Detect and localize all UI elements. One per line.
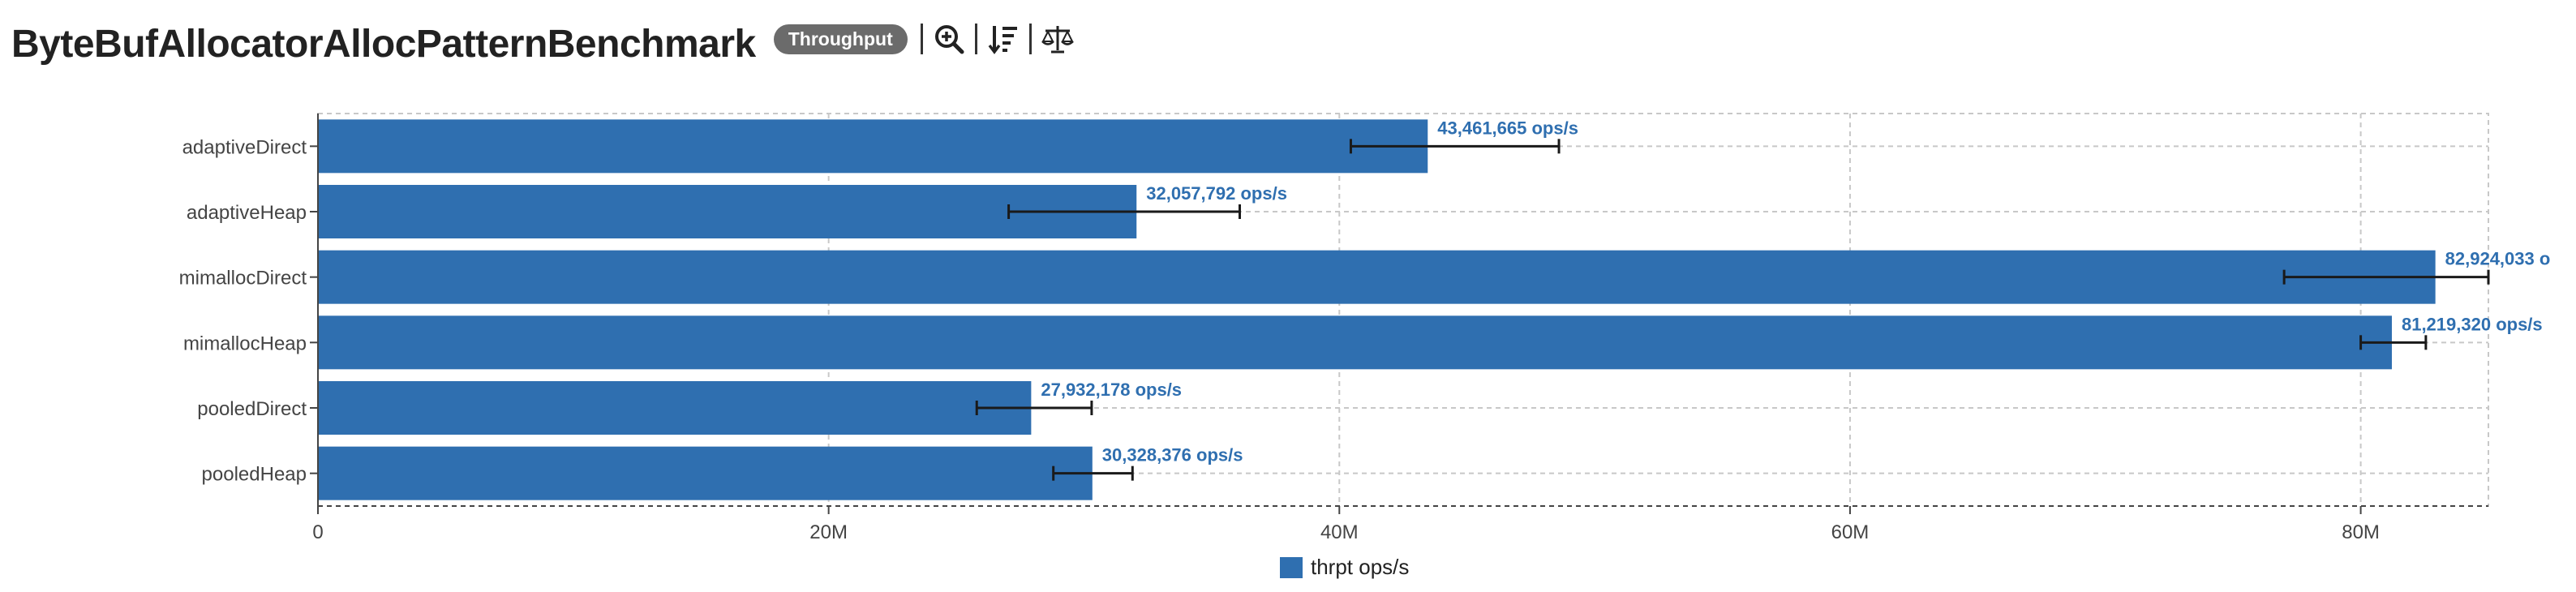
bar: [318, 185, 1137, 238]
bar: [318, 446, 1093, 500]
x-tick-label: 20M: [809, 521, 848, 543]
sort-descending-icon[interactable]: [985, 21, 1021, 57]
y-tick-label: adaptiveDirect: [182, 136, 307, 158]
toolbar-divider: [1028, 24, 1032, 54]
x-tick-label: 60M: [1831, 521, 1870, 543]
legend-swatch: [1280, 556, 1303, 578]
bar: [318, 250, 2436, 304]
bar: [318, 119, 1428, 174]
y-tick-label: mimallocDirect: [179, 268, 307, 290]
y-tick-label: adaptiveHeap: [187, 202, 307, 224]
bar: [318, 315, 2392, 370]
page-title: ByteBufAllocatorAllocPatternBenchmark: [11, 22, 756, 66]
x-tick-label: 40M: [1320, 521, 1359, 543]
chart-legend[interactable]: thrpt ops/s: [1280, 555, 1409, 580]
zoom-in-icon[interactable]: [931, 21, 967, 57]
data-label: 82,924,033 o: [2445, 249, 2551, 269]
y-tick-label: pooledDirect: [197, 398, 307, 420]
toolbar-divider: [974, 24, 977, 54]
data-label: 43,461,665 ops/s: [1437, 118, 1578, 138]
bar: [318, 381, 1032, 435]
data-label: 30,328,376 ops/s: [1102, 445, 1243, 465]
data-label: 32,057,792 ops/s: [1146, 183, 1287, 204]
toolbar-divider: [920, 24, 923, 54]
data-label: 81,219,320 ops/s: [2402, 314, 2543, 334]
chart-header: ByteBufAllocatorAllocPatternBenchmark Th…: [11, 11, 1075, 76]
balance-scale-icon[interactable]: [1040, 21, 1075, 57]
y-tick-label: mimallocHeap: [183, 332, 307, 354]
x-tick-label: 0: [312, 521, 323, 543]
toolbar: [920, 21, 1075, 57]
mode-badge[interactable]: Throughput: [773, 24, 908, 54]
x-tick-label: 80M: [2342, 521, 2380, 543]
data-label: 27,932,178 ops/s: [1041, 380, 1182, 400]
y-tick-label: pooledHeap: [202, 464, 307, 486]
legend-label: thrpt ops/s: [1311, 555, 1410, 579]
